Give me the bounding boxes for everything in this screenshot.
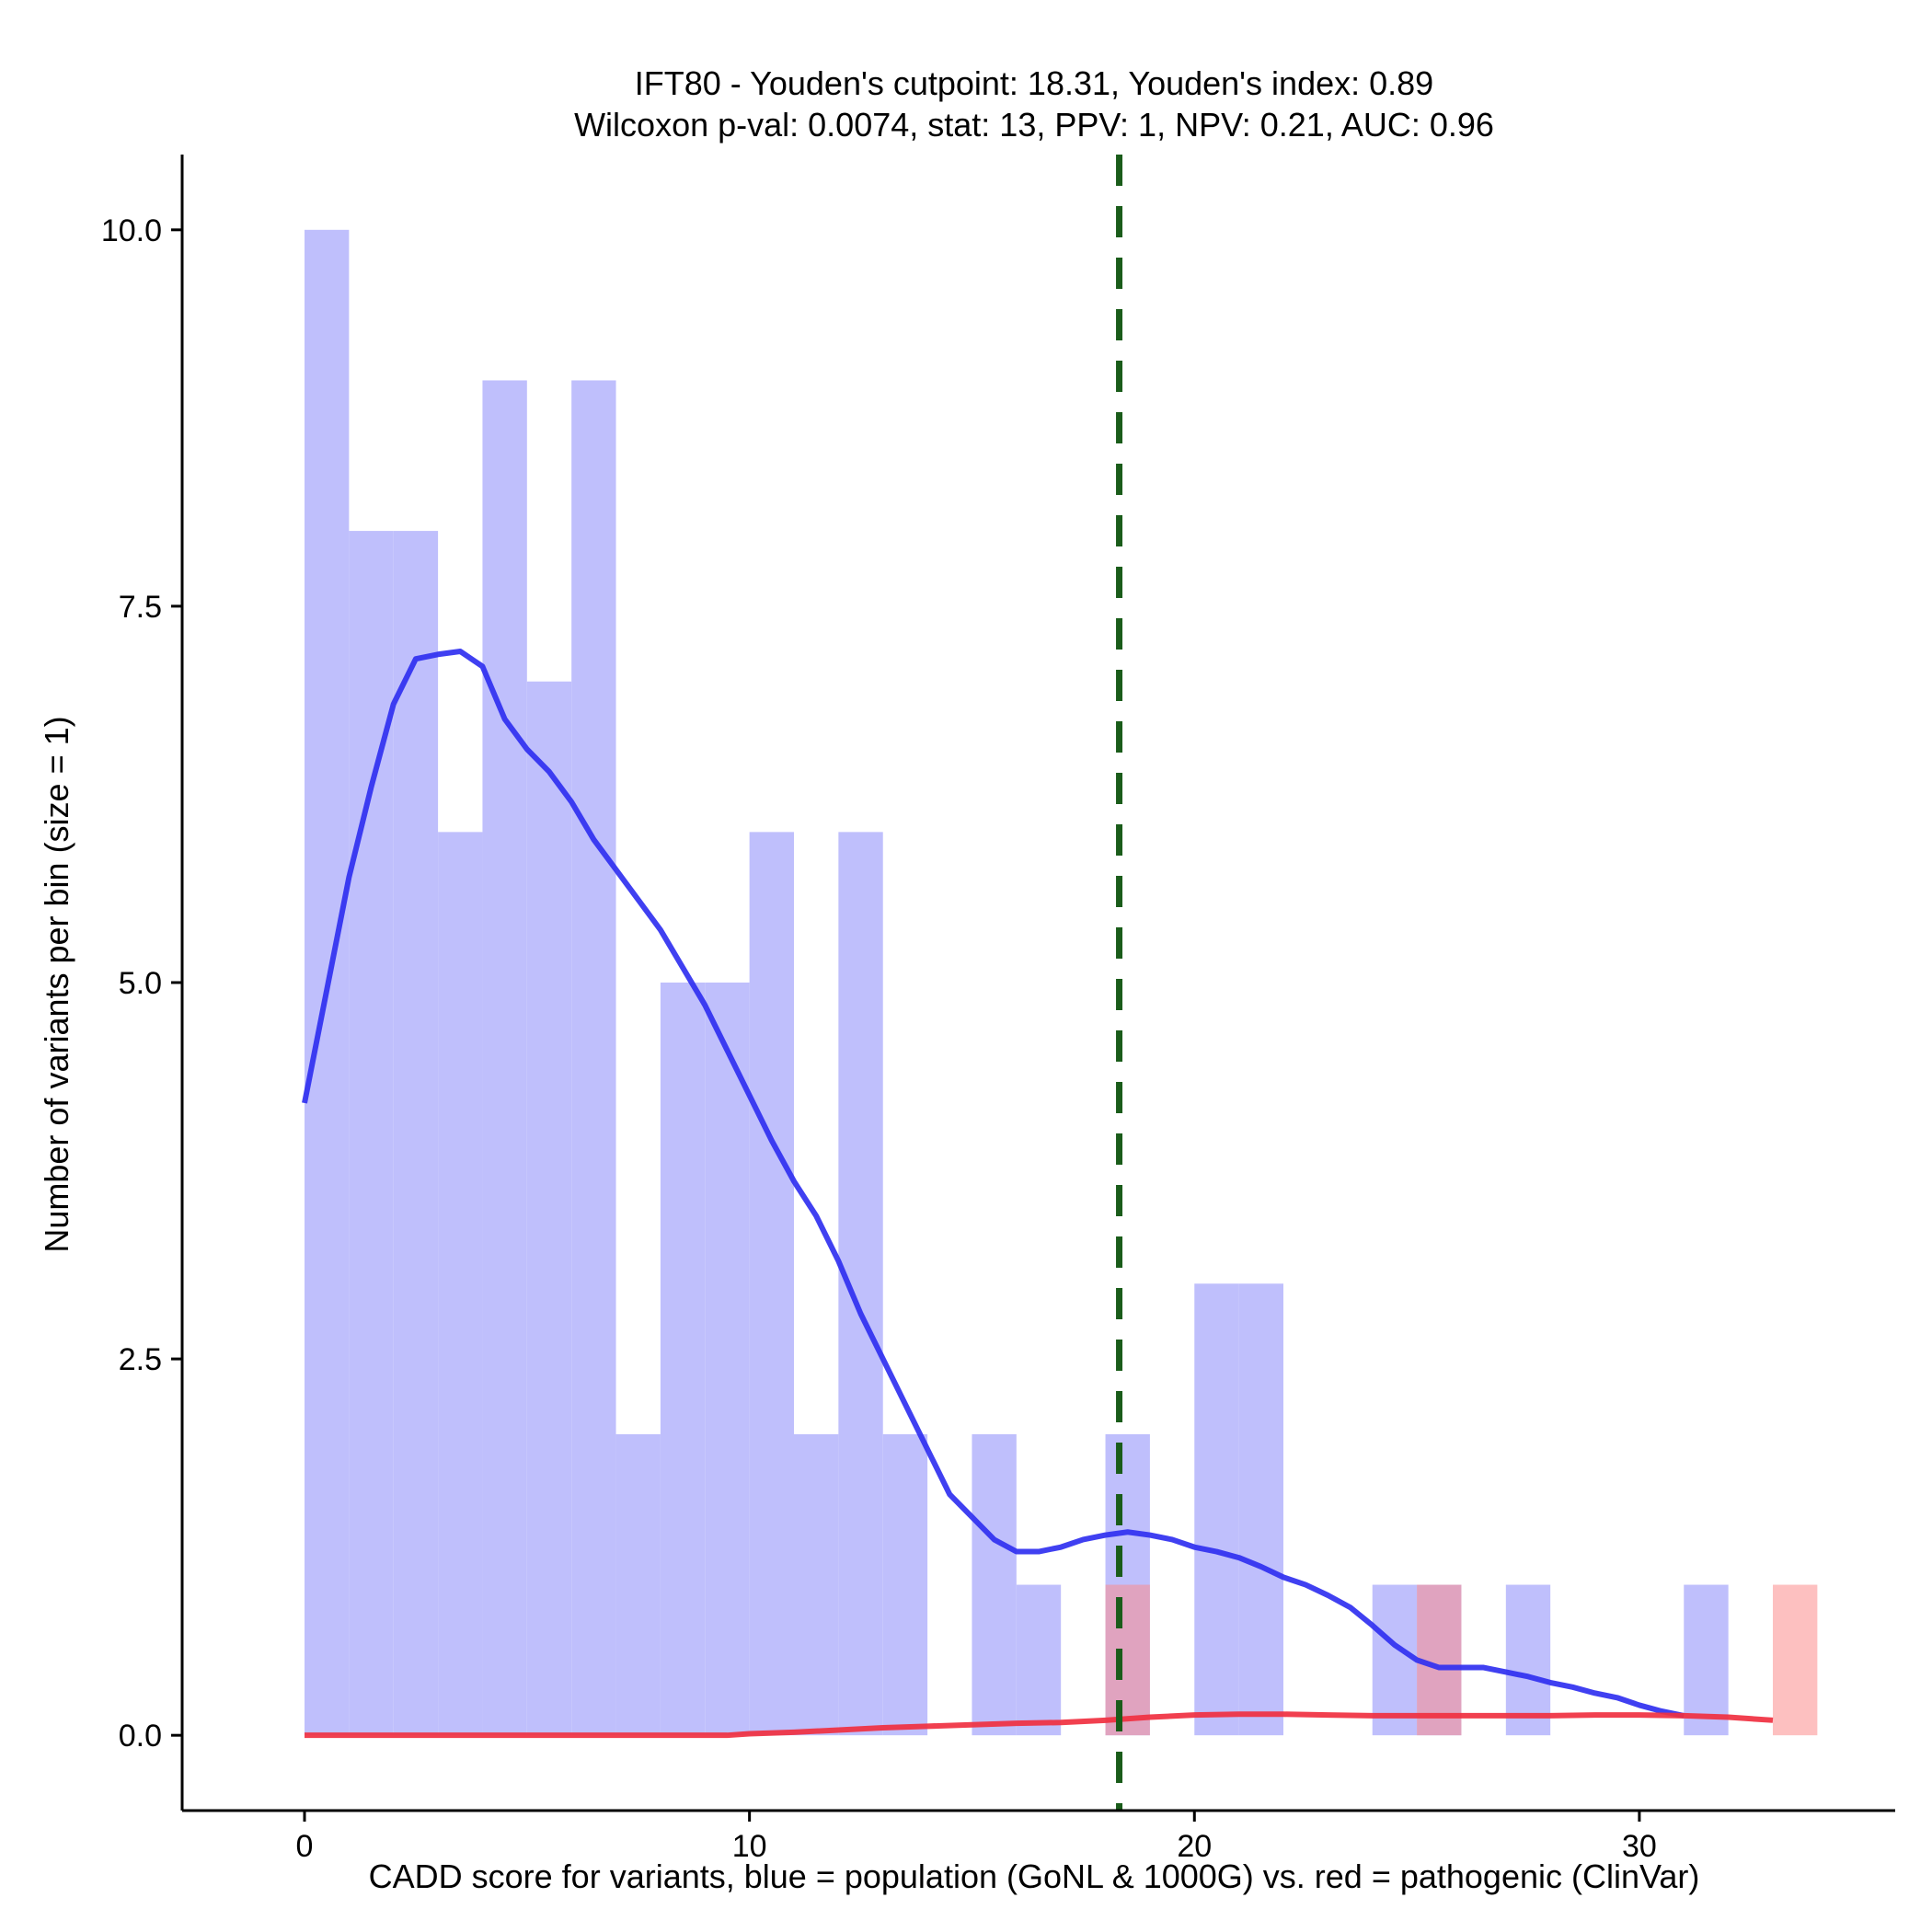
population-bar-10 [749,832,794,1736]
pathogenic-bar-33 [1773,1584,1818,1736]
chart-title-line2: Wilcoxon p-val: 0.0074, stat: 13, PPV: 1… [574,106,1494,144]
y-tick-label-7.5: 7.5 [119,590,162,625]
population-bar-3 [438,832,483,1736]
y-tick-label-2.5: 2.5 [119,1342,162,1377]
population-bar-8 [660,983,706,1736]
y-tick-label-5: 5.0 [119,966,162,1001]
x-tick-label-20: 20 [1177,1829,1212,1864]
population-bar-1 [349,531,394,1736]
population-bar-13 [882,1433,928,1736]
pathogenic-density-line [305,1711,1774,1739]
y-axis-label: Number of variants per bin (size = 1) [38,716,75,1252]
population-bar-16 [1016,1584,1062,1736]
plot-area: 0 10 20 30 0.0 2.5 5.0 7.5 10.0 [101,155,1895,1864]
y-tick-label-0: 0.0 [119,1719,162,1754]
population-bar-21 [1238,1283,1283,1736]
population-bar-2 [393,531,439,1736]
population-bar-27 [1505,1584,1551,1736]
population-bar-6 [571,380,616,1736]
population-bar-9 [705,983,750,1736]
x-tick-label-10: 10 [732,1829,767,1864]
x-tick-label-30: 30 [1622,1829,1657,1864]
population-bar-7 [615,1433,661,1736]
pathogenic-bar-18 [1105,1584,1150,1736]
chart-title-line1: IFT80 - Youden's cutpoint: 18.31, Youden… [635,64,1433,102]
population-bar-5 [526,681,572,1736]
population-density-line [302,649,1685,1719]
population-bar-11 [794,1433,839,1736]
y-tick-label-10: 10.0 [101,213,162,248]
x-tick-label-0: 0 [296,1829,314,1864]
population-bar-4 [482,380,527,1736]
population-bar-31 [1684,1584,1729,1736]
population-bar-20 [1194,1283,1239,1736]
population-bar-15 [972,1433,1017,1736]
x-axis-label: CADD score for variants, blue = populati… [369,1857,1700,1895]
population-bar-24 [1372,1584,1418,1736]
